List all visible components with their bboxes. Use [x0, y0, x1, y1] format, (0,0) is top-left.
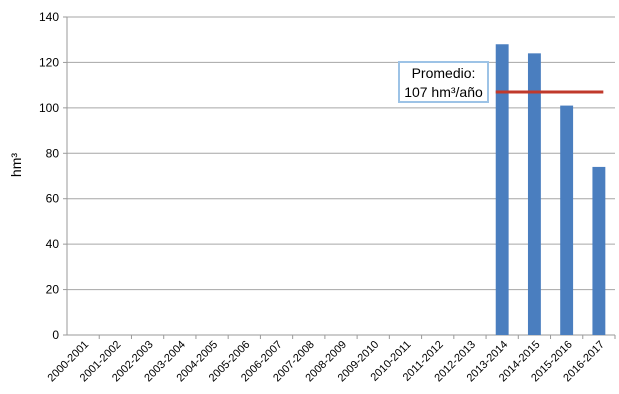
x-axis-ticks: 2000-20012001-20022002-20032003-20042004…	[46, 335, 616, 384]
y-axis-ticks: 0 20 40 60 80 100 120 140	[39, 10, 67, 342]
bar	[592, 166, 606, 335]
y-tick-label: 80	[46, 146, 60, 160]
bar	[495, 44, 509, 335]
bars	[495, 44, 606, 335]
y-tick-label: 0	[52, 328, 59, 342]
y-tick-label: 120	[39, 55, 59, 69]
bar	[527, 53, 541, 335]
y-tick-label: 60	[46, 192, 60, 206]
average-annotation: Promedio: 107 hm³/año	[398, 61, 489, 103]
y-axis-label: hm³	[8, 153, 24, 177]
gridlines	[67, 16, 615, 291]
y-tick-label: 40	[46, 237, 60, 251]
average-label-line1: Promedio:	[411, 65, 476, 81]
y-tick-label: 100	[39, 101, 59, 115]
y-tick-label: 140	[39, 10, 59, 24]
average-label-line2: 107 hm³/año	[404, 84, 483, 100]
bar	[560, 105, 574, 335]
y-tick-label: 20	[46, 283, 60, 297]
